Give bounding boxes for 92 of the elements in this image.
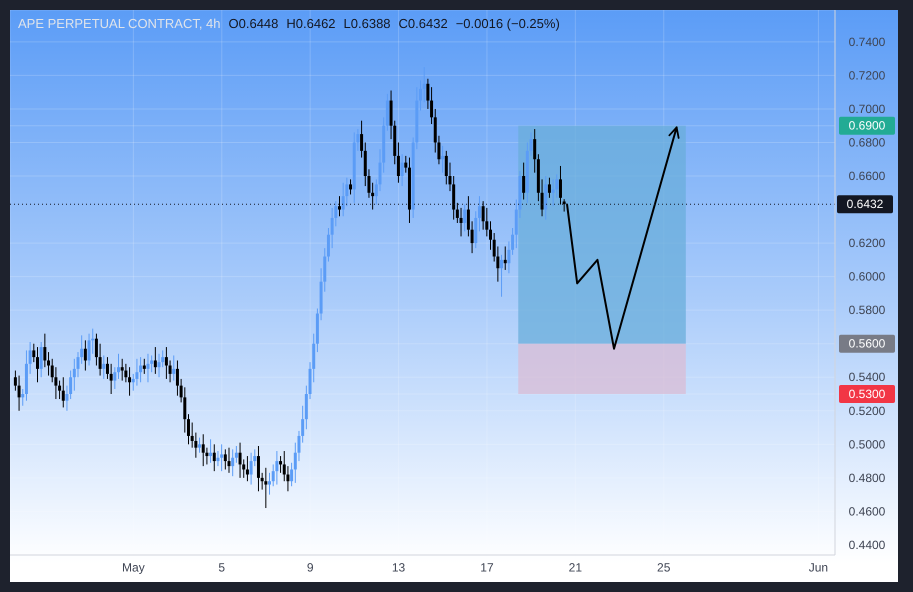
candlestick [220,444,224,472]
y-tick-label: 0.7200 [848,68,886,82]
x-tick-label: 17 [480,560,494,575]
candlestick [356,128,360,152]
y-tick-label: 0.5200 [848,404,886,418]
annotation: H0.6462 [286,16,336,31]
candlestick [349,178,352,195]
candlestick [345,177,348,207]
candlestick [400,154,404,187]
candlestick [120,358,124,382]
candlestick [338,196,341,217]
candlestick [360,120,364,158]
candlestick [558,165,562,206]
candlestick [496,246,500,282]
candlestick [135,358,138,386]
candlestick [172,354,176,382]
candlestick [250,452,253,486]
annotation: L0.6388 [344,16,391,31]
candlestick [482,200,485,230]
candlestick [132,373,135,392]
y-tick-label: 0.5600 [848,336,886,351]
candlestick [334,200,338,227]
candlestick [146,353,150,383]
x-tick-label: 9 [306,560,314,575]
annotation: O0.6448 [228,16,278,31]
candlestick [205,447,208,465]
candlestick [286,466,290,492]
y-tick-label: 0.5800 [848,303,886,318]
x-tick-label: 25 [657,560,671,575]
candlestick [504,246,507,270]
candlestick [54,366,58,400]
y-tick-label: 0.6900 [848,118,886,133]
candlestick [164,346,168,380]
candlestick [234,446,238,464]
y-tick-label: 0.4800 [848,470,886,485]
y-tick-label: 0.5000 [848,437,886,452]
candlestick [40,342,43,378]
candlestick [194,432,198,458]
y-tick-label: 0.7000 [848,102,886,116]
candlestick [555,174,558,198]
candlestick [198,437,202,454]
candlestick [246,456,249,482]
candlestick [142,358,146,374]
y-tick-label: 0.6000 [848,270,886,284]
candlestick [84,340,87,372]
x-tick-label: Jun [808,560,828,575]
y-tick-label: 0.4600 [848,504,886,518]
candlestick [460,207,463,237]
candlestick [463,204,466,232]
candlestick [290,462,294,487]
y-tick-label: 0.5300 [848,387,886,402]
candlestick [500,254,504,298]
y-tick-label: 0.5400 [848,370,886,384]
ref-line-label: 0.6432 [846,197,884,212]
candlestick [533,128,536,174]
candlestick [264,467,268,509]
candlestick [62,376,65,408]
candlestick [548,177,551,198]
candlestick [154,346,157,374]
x-tick-label: 13 [392,560,406,575]
annotation: C0.6432 [398,16,448,31]
y-tick-label: 0.4400 [848,538,886,552]
annotation: −0.0016 (−0.25%) [456,16,560,31]
candlestick [441,145,444,174]
x-tick-label: May [122,560,145,575]
candlestick [342,182,345,217]
candlestick [128,366,132,396]
candlestick [253,448,256,467]
candlestick [139,356,142,383]
x-tick-label: 5 [218,560,226,575]
candlestick [158,353,161,378]
candlestick [202,434,205,467]
candlestick [522,162,526,200]
candlestick [212,444,216,472]
x-tick-label: 21 [568,560,582,575]
candlestick [238,442,242,478]
candlestick [228,447,231,474]
candlestick [224,448,227,470]
candlestick [396,142,400,184]
candlestick [552,178,555,207]
candlestick [256,446,260,492]
candlestick [282,450,286,482]
candlestick [102,354,106,380]
candlestick [275,450,278,486]
y-tick-label: 0.7400 [848,34,886,49]
text: APE PERPETUAL CONTRACT, 4h [18,16,221,31]
candlestick [36,346,39,383]
candlestick [231,448,234,477]
y-tick-label: 0.6600 [848,169,886,184]
y-tick-label: 0.6800 [848,135,886,150]
y-tick-label: 0.6200 [848,236,886,250]
candlestick [209,438,212,464]
